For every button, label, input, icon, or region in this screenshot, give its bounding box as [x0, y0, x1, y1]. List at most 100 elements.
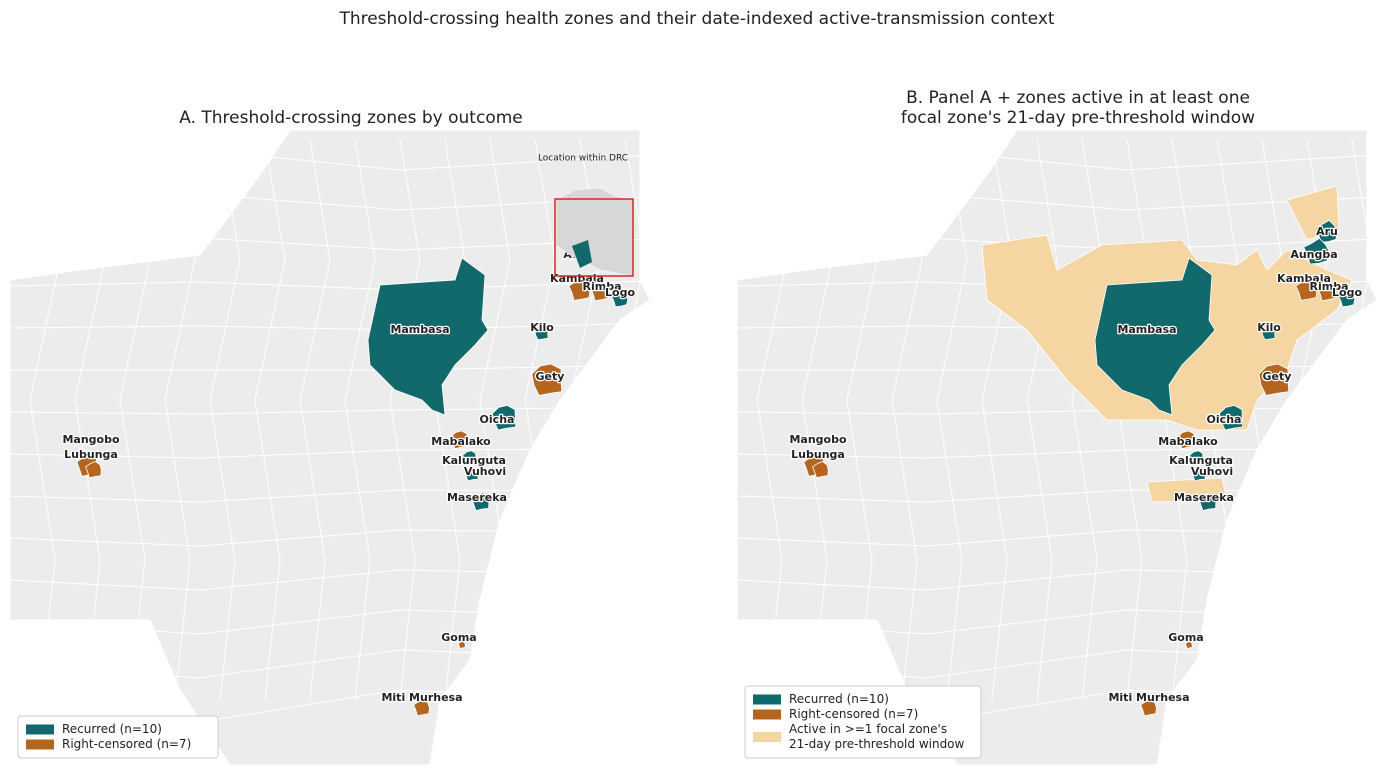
zone-border [29, 139, 61, 701]
health-zone [491, 404, 517, 431]
health-zone [1295, 278, 1318, 301]
health-zone [1261, 325, 1276, 341]
zone-border [736, 609, 1378, 635]
zone-label: Miti Murhesa [1108, 691, 1189, 704]
legend-swatch [753, 694, 781, 705]
zone-border [756, 139, 788, 701]
zone-border [736, 569, 1378, 591]
inset-label: Location within DRC [538, 154, 628, 164]
health-zone [1191, 466, 1206, 482]
zone-label: Masereka [447, 491, 507, 504]
zone-border [10, 364, 651, 371]
zone-border [9, 448, 651, 459]
zone-label: Vuhovi [464, 465, 506, 478]
legend-label: Right-censored (n=7) [789, 707, 918, 721]
panel-title: focal zone's 21-day pre-threshold window [901, 108, 1255, 128]
zone-label: Vuhovi [1191, 465, 1233, 478]
health-zone [1317, 281, 1336, 302]
inset-frame [554, 198, 634, 277]
zone-border [9, 193, 651, 211]
zone-border [9, 689, 651, 723]
zone-label: Gety [1263, 370, 1292, 383]
legend-label: 21-day pre-threshold window [789, 737, 965, 751]
zone-border [9, 649, 651, 679]
health-zone [1094, 257, 1216, 416]
health-zone [413, 698, 430, 717]
zone-border [9, 149, 651, 171]
zone-border [9, 529, 651, 547]
zone-label: Miti Murhesa [381, 691, 462, 704]
zone-label: Mambasa [390, 323, 449, 336]
zone-label: Goma [1168, 631, 1203, 644]
zone-border [736, 649, 1378, 679]
health-zone [590, 281, 609, 302]
zone-label: Rimba [1310, 280, 1349, 293]
health-zone [534, 325, 549, 341]
health-zone [1189, 450, 1204, 466]
zone-label: Kilo [1257, 321, 1281, 334]
zone-border [936, 139, 968, 701]
zone-border [524, 139, 556, 701]
legend-label: Right-censored (n=7) [62, 737, 191, 751]
zone-border [981, 139, 1013, 701]
zone-label: Goma [441, 631, 476, 644]
zone-label: Kalunguta [442, 454, 506, 467]
zone-border [299, 139, 331, 701]
zone-border [736, 529, 1378, 547]
zone-label: Logo [605, 286, 635, 299]
health-zone [1184, 640, 1193, 649]
health-zone [610, 289, 629, 308]
health-zone [531, 363, 563, 396]
health-zone [462, 450, 477, 466]
zone-border [736, 193, 1378, 211]
zone-border [9, 406, 651, 415]
zone-border [1071, 139, 1103, 701]
zone-border [736, 489, 1378, 503]
legend-swatch [26, 724, 54, 735]
zone-border [9, 569, 651, 591]
zone-label: Lubunga [791, 448, 845, 461]
zone-border [736, 448, 1378, 459]
figure-title: Threshold-crossing health zones and thei… [338, 9, 1054, 29]
zone-border [1026, 139, 1058, 701]
legend-swatch [753, 709, 781, 720]
zone-label: Kilo [530, 321, 554, 334]
zone-label: Mangobo [789, 433, 847, 446]
zone-border [209, 139, 241, 701]
panel-title: A. Threshold-crossing zones by outcome [179, 108, 523, 128]
zone-border [846, 139, 878, 701]
zone-label: Gety [536, 370, 565, 383]
zone-border [801, 139, 833, 701]
health-zone [1140, 698, 1157, 717]
zone-label: Masereka [1174, 491, 1234, 504]
zone-border [389, 139, 421, 701]
zone-border [9, 322, 651, 331]
zone-label: Oicha [1207, 413, 1242, 426]
health-zone [1337, 289, 1356, 308]
zone-label: Mangobo [62, 433, 120, 446]
zone-border [1341, 139, 1373, 701]
zone-border [164, 139, 196, 701]
zone-label: Kambala [1277, 272, 1331, 285]
health-zone [450, 430, 469, 450]
zone-label: Lubunga [64, 448, 118, 461]
health-zone [1258, 363, 1290, 396]
zone-border [254, 139, 286, 701]
zone-border [119, 139, 151, 701]
health-zone [457, 640, 466, 649]
health-zone [1315, 219, 1338, 243]
health-zone [812, 461, 829, 479]
zone-label: Aru [1316, 225, 1338, 238]
legend-label: Recurred (n=10) [62, 722, 162, 736]
health-zone [1198, 492, 1217, 512]
health-zone [367, 257, 489, 416]
legend-swatch [26, 739, 54, 750]
legend-box [744, 685, 982, 759]
zone-label: Kalunguta [1169, 454, 1233, 467]
zone-label: Mambasa [1117, 323, 1176, 336]
health-zone [1303, 237, 1330, 265]
zone-border [9, 280, 651, 291]
zone-border [891, 139, 923, 701]
zone-label: Aungba [1290, 248, 1337, 261]
legend-label: Recurred (n=10) [789, 692, 889, 706]
